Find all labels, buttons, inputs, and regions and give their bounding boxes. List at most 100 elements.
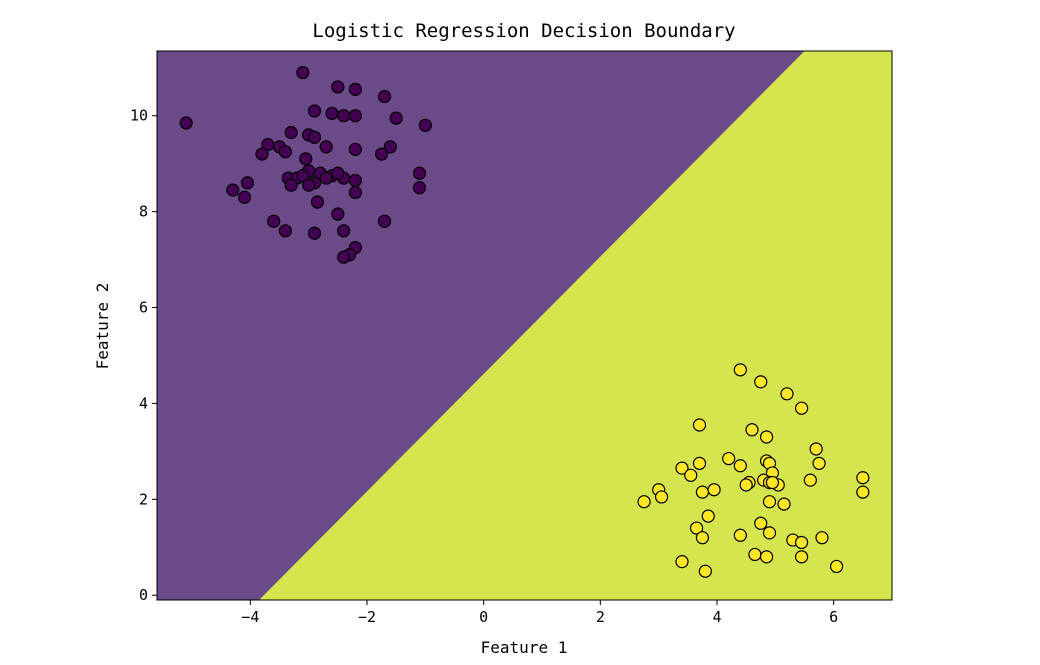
data-point-class-0: [307, 226, 322, 240]
data-point-class-1: [745, 423, 759, 437]
data-point-class-0: [337, 109, 351, 123]
data-point-class-1: [829, 559, 844, 574]
data-point-class-0: [389, 111, 403, 125]
data-point-class-0: [284, 125, 298, 140]
data-point-class-1: [684, 468, 698, 482]
data-point-class-0: [348, 82, 362, 96]
x-tick-label: 2: [596, 608, 605, 626]
x-tick-label: 6: [829, 608, 838, 626]
data-point-class-0: [374, 147, 389, 161]
data-point-class-0: [237, 190, 252, 204]
data-point-class-1: [803, 473, 817, 487]
data-point-class-1: [675, 555, 689, 569]
data-point-class-1: [754, 516, 768, 530]
y-tick-label: 0: [139, 586, 148, 604]
data-point-class-1: [733, 528, 747, 542]
data-point-class-0: [337, 224, 351, 238]
scatter-points: [179, 65, 870, 578]
data-point-class-1: [762, 495, 777, 509]
x-tick-label: 0: [479, 608, 488, 626]
x-axis-label: Feature 1: [481, 638, 568, 657]
data-point-class-1: [856, 471, 870, 485]
y-axis-label: Feature 2: [93, 283, 112, 370]
data-point-class-0: [296, 169, 310, 183]
data-point-class-0: [284, 178, 298, 192]
data-point-class-1: [794, 535, 809, 550]
data-point-class-0: [255, 147, 269, 161]
x-tick-label: 4: [712, 608, 721, 626]
data-point-class-1: [815, 531, 829, 545]
data-point-class-1: [654, 490, 669, 504]
data-point-class-0: [278, 224, 292, 238]
data-point-class-1: [759, 430, 774, 444]
data-point-class-0: [307, 130, 322, 144]
data-point-class-0: [331, 166, 345, 180]
data-point-class-0: [412, 166, 427, 180]
data-point-class-0: [331, 80, 345, 94]
data-point-class-1: [733, 459, 747, 473]
chart-title: Logistic Regression Decision Boundary: [312, 20, 735, 42]
data-point-class-1: [765, 475, 780, 490]
data-point-class-1: [701, 509, 715, 523]
data-point-class-0: [383, 140, 397, 154]
data-point-class-1: [762, 526, 777, 540]
data-point-class-0: [302, 178, 316, 192]
x-axis-ticks: −4 −2 0 2 4 6: [241, 600, 838, 626]
y-tick-label: 4: [139, 394, 148, 412]
data-point-class-0: [348, 173, 362, 188]
data-point-class-1: [754, 375, 768, 389]
data-point-class-1: [794, 401, 809, 415]
data-point-class-1: [675, 461, 689, 475]
data-point-class-0: [348, 109, 362, 123]
data-point-class-1: [759, 550, 774, 564]
y-axis-ticks: 0 2 4 6 8 10: [130, 107, 157, 604]
data-point-class-1: [695, 485, 710, 499]
x-tick-label: −4: [241, 608, 259, 626]
y-tick-label: 8: [139, 203, 148, 221]
plot-area: [157, 51, 892, 600]
data-point-class-1: [692, 456, 707, 470]
data-point-class-0: [307, 104, 322, 118]
data-point-class-1: [812, 456, 826, 470]
y-tick-label: 10: [130, 107, 148, 125]
data-point-class-0: [325, 106, 339, 120]
data-point-class-1: [692, 418, 707, 432]
data-point-class-1: [777, 497, 791, 511]
data-point-class-1: [856, 485, 870, 499]
data-point-class-0: [226, 183, 240, 197]
data-point-class-0: [319, 140, 333, 154]
y-tick-label: 2: [139, 490, 148, 508]
data-point-class-0: [337, 250, 351, 264]
data-point-class-0: [348, 142, 362, 156]
data-point-class-0: [267, 214, 281, 228]
data-point-class-0: [348, 185, 362, 200]
data-point-class-0: [331, 207, 345, 221]
data-point-class-0: [377, 214, 392, 228]
data-point-class-1: [707, 483, 721, 497]
data-point-class-0: [240, 176, 255, 190]
data-point-class-1: [722, 451, 736, 466]
data-point-class-1: [748, 547, 762, 562]
data-point-class-1: [637, 495, 651, 509]
data-point-class-0: [278, 145, 292, 159]
data-point-class-1: [698, 564, 712, 578]
data-point-class-0: [412, 181, 427, 195]
data-point-class-0: [319, 171, 333, 185]
data-point-class-1: [809, 442, 823, 456]
decision-region-class-1: [259, 51, 892, 600]
data-point-class-1: [739, 478, 753, 492]
data-point-class-1: [695, 531, 710, 545]
x-tick-label: −2: [358, 608, 376, 626]
data-point-class-0: [299, 152, 313, 166]
y-tick-label: 6: [139, 299, 148, 317]
data-point-class-0: [310, 195, 325, 209]
data-point-class-0: [418, 118, 432, 132]
data-point-class-1: [733, 363, 747, 377]
data-point-class-1: [794, 550, 809, 564]
data-point-class-1: [689, 521, 704, 535]
data-point-class-1: [780, 387, 794, 401]
data-point-class-0: [296, 65, 310, 80]
data-point-class-0: [179, 116, 193, 130]
data-point-class-0: [377, 89, 392, 104]
